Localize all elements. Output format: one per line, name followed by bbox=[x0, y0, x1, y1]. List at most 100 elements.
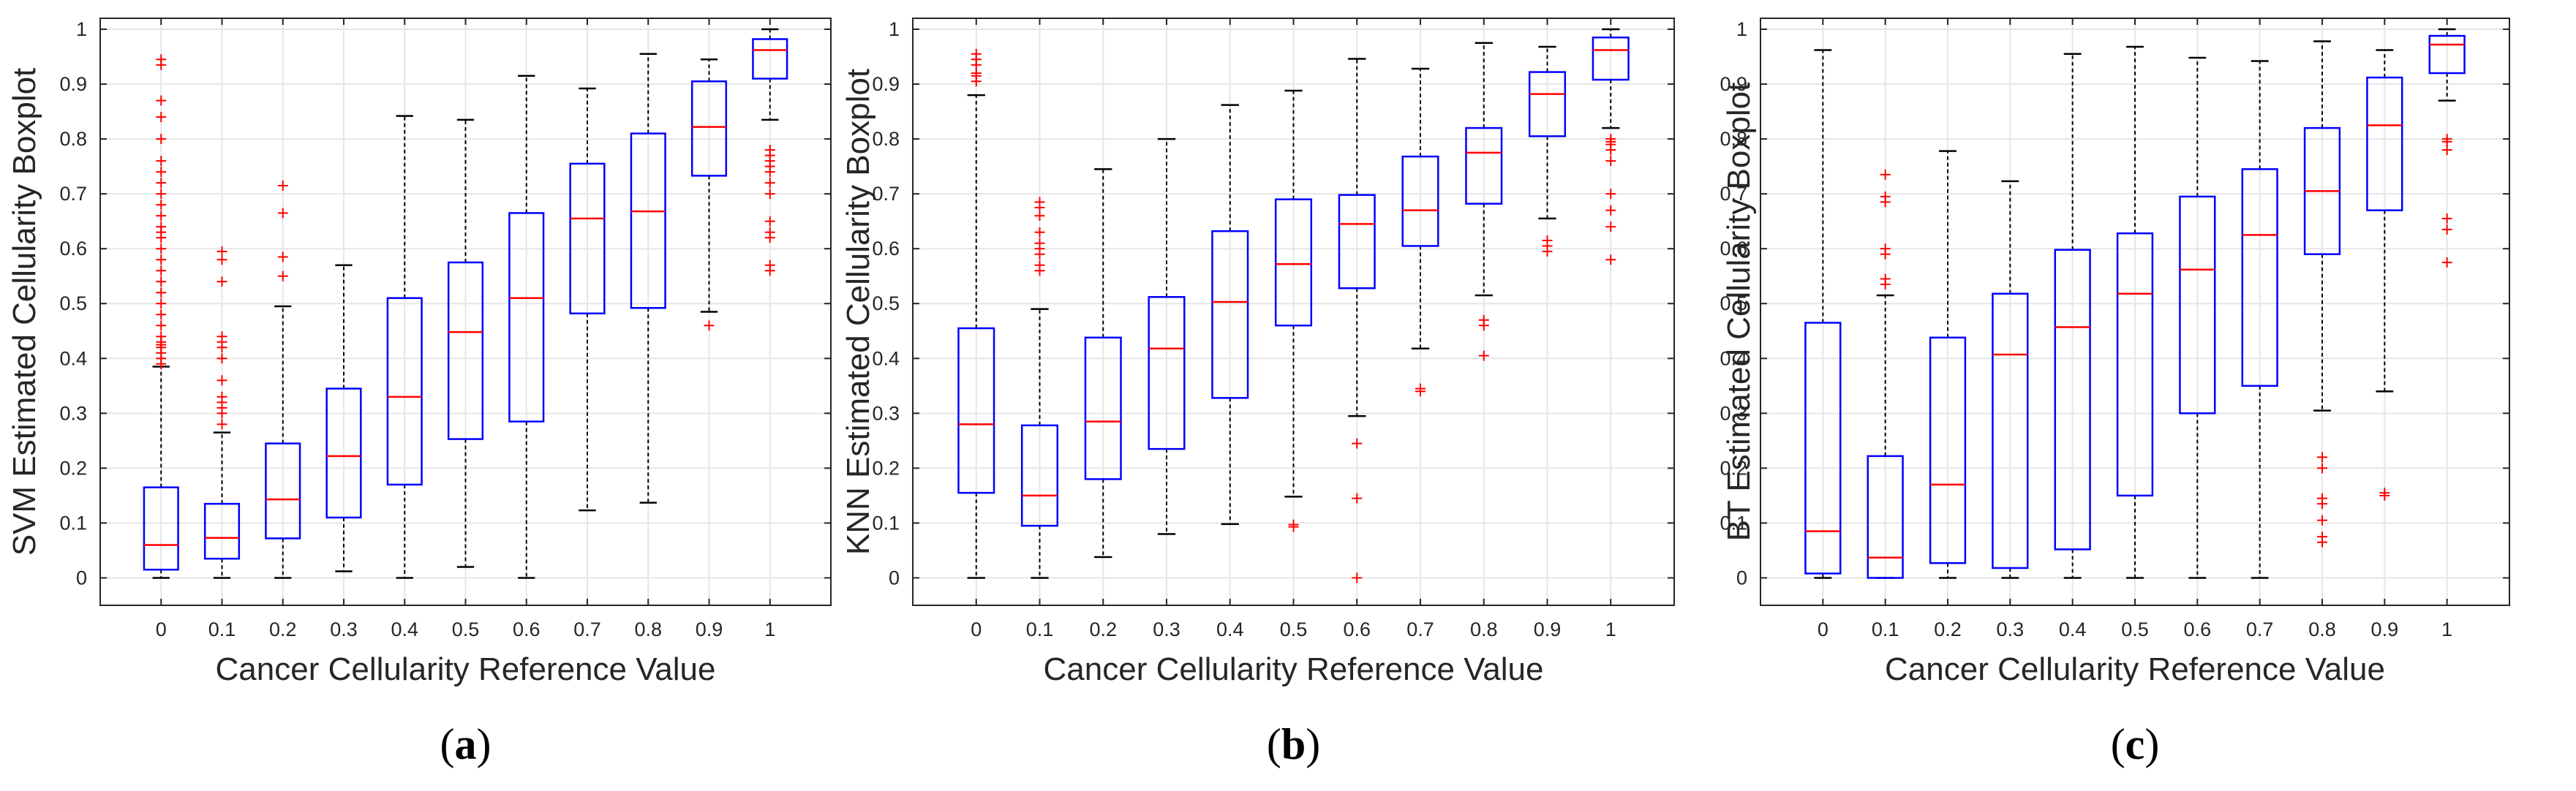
x-tick-label: 0.7 bbox=[2246, 618, 2274, 640]
outlier-marker bbox=[1880, 243, 1891, 254]
outlier-marker bbox=[156, 265, 167, 276]
y-tick-label: 0.8 bbox=[59, 128, 87, 150]
x-tick-label: 0.4 bbox=[2059, 618, 2087, 640]
box-group bbox=[203, 246, 241, 579]
outlier-marker bbox=[764, 216, 775, 227]
box bbox=[1992, 292, 2029, 569]
box-group bbox=[1465, 42, 1503, 361]
y-tick-label: 1 bbox=[1736, 18, 1747, 40]
panel-c: 0 0.1 0.2 0.3 0.4 0.5 0.6 0.7 0.8 0.9 1 0 0.1 0.2 0.3 0… bbox=[1720, 18, 2510, 768]
outlier-marker bbox=[156, 95, 167, 106]
outlier-marker bbox=[1478, 350, 1489, 361]
outlier-marker bbox=[2441, 213, 2452, 224]
outlier-marker bbox=[1605, 156, 1616, 167]
outlier-marker bbox=[2317, 515, 2327, 526]
box bbox=[1465, 126, 1503, 205]
y-axis-title: KNN Estimated Cellularity Boxplot bbox=[840, 69, 876, 555]
x-tick-label: 0.4 bbox=[391, 618, 418, 640]
box bbox=[1084, 336, 1122, 480]
x-tick-label: 0 bbox=[971, 618, 982, 640]
box-group bbox=[1020, 197, 1059, 579]
x-tick-label: 0.3 bbox=[1153, 618, 1180, 640]
x-tick-label: 1 bbox=[764, 618, 775, 640]
box bbox=[2054, 249, 2091, 550]
outlier-marker bbox=[1034, 238, 1045, 249]
box-group bbox=[325, 264, 362, 572]
box bbox=[690, 80, 728, 177]
outlier-marker bbox=[2441, 224, 2452, 235]
x-tick-label: 0.6 bbox=[513, 618, 541, 640]
y-tick-label: 0.2 bbox=[872, 457, 900, 479]
box bbox=[752, 38, 788, 80]
y-tick-label: 0.8 bbox=[1720, 128, 1747, 150]
y-tick-label: 0.8 bbox=[872, 128, 900, 150]
outlier-marker bbox=[216, 276, 227, 287]
outlier-marker bbox=[1478, 314, 1489, 325]
panel-label: (a) bbox=[440, 720, 492, 768]
y-tick-label: 0.5 bbox=[59, 292, 87, 314]
outlier-marker bbox=[156, 156, 167, 167]
outlier-marker bbox=[156, 178, 167, 189]
outlier-marker bbox=[277, 208, 288, 219]
y-tick-label: 0.7 bbox=[872, 183, 900, 205]
box-group bbox=[1867, 169, 1904, 579]
x-tick-label: 0.3 bbox=[330, 618, 358, 640]
outlier-marker bbox=[156, 287, 167, 298]
x-tick-label: 0.2 bbox=[1934, 618, 1962, 640]
x-tick-label: 1 bbox=[2441, 618, 2452, 640]
box bbox=[957, 327, 995, 494]
x-tick-label: 0.2 bbox=[1089, 618, 1117, 640]
y-tick-label: 0.2 bbox=[1720, 457, 1747, 479]
outlier-marker bbox=[1415, 383, 1426, 394]
panel-label-letter: c bbox=[2125, 720, 2145, 768]
outlier-marker bbox=[1352, 438, 1363, 449]
outlier-marker bbox=[156, 134, 167, 145]
y-tick-label: 0.3 bbox=[59, 402, 87, 424]
x-tick-label: 0.5 bbox=[452, 618, 480, 640]
outlier-marker bbox=[1288, 519, 1299, 530]
x-tick-label: 0 bbox=[1818, 618, 1829, 640]
x-tick-label: 0.8 bbox=[634, 618, 662, 640]
y-tick-label: 0.4 bbox=[872, 347, 900, 369]
x-tick-label: 0.6 bbox=[2184, 618, 2212, 640]
box-group bbox=[630, 53, 666, 504]
box-group bbox=[2054, 53, 2091, 579]
y-tick-label: 0.7 bbox=[59, 183, 87, 205]
y-tick-label: 0.6 bbox=[59, 238, 87, 260]
box bbox=[143, 486, 179, 571]
panel-a: 0 0.1 0.2 0.3 0.4 0.5 0.6 0.7 0.8 0.9 1 0 0.1 0.2 0.3 0… bbox=[7, 18, 832, 768]
outlier-marker bbox=[156, 298, 167, 309]
outlier-marker bbox=[1034, 260, 1045, 270]
outlier-marker bbox=[1605, 254, 1616, 265]
box-group bbox=[957, 48, 995, 579]
x-tick-label: 0.6 bbox=[1343, 618, 1371, 640]
outlier-marker bbox=[1605, 205, 1616, 216]
x-tick-label: 0.1 bbox=[1872, 618, 1899, 640]
box bbox=[386, 297, 423, 486]
y-tick-label: 0.1 bbox=[59, 512, 87, 534]
box-group bbox=[2428, 28, 2466, 268]
y-tick-label: 0 bbox=[76, 567, 87, 588]
outlier-marker bbox=[216, 331, 227, 342]
outlier-marker bbox=[156, 276, 167, 287]
box-group bbox=[1804, 49, 1842, 579]
y-tick-label: 0.2 bbox=[59, 457, 87, 479]
outlier-marker bbox=[1880, 169, 1891, 180]
x-tick-label: 0.5 bbox=[1280, 618, 1308, 640]
y-tick-label: 0.1 bbox=[872, 512, 900, 534]
x-tick-label: 0.9 bbox=[2371, 618, 2399, 640]
box bbox=[1528, 71, 1567, 137]
outlier-marker bbox=[156, 189, 167, 200]
box bbox=[569, 162, 606, 315]
x-axis-title: Cancer Cellularity Reference Value bbox=[1044, 651, 1544, 687]
box bbox=[1274, 198, 1313, 327]
x-tick-label: 0.3 bbox=[1997, 618, 2025, 640]
box bbox=[508, 212, 545, 423]
outlier-marker bbox=[156, 200, 167, 211]
outlier-marker bbox=[156, 243, 167, 254]
y-tick-label: 0.6 bbox=[872, 238, 900, 260]
outlier-marker bbox=[2441, 134, 2452, 145]
outlier-marker bbox=[156, 331, 167, 342]
box-group bbox=[752, 28, 788, 276]
